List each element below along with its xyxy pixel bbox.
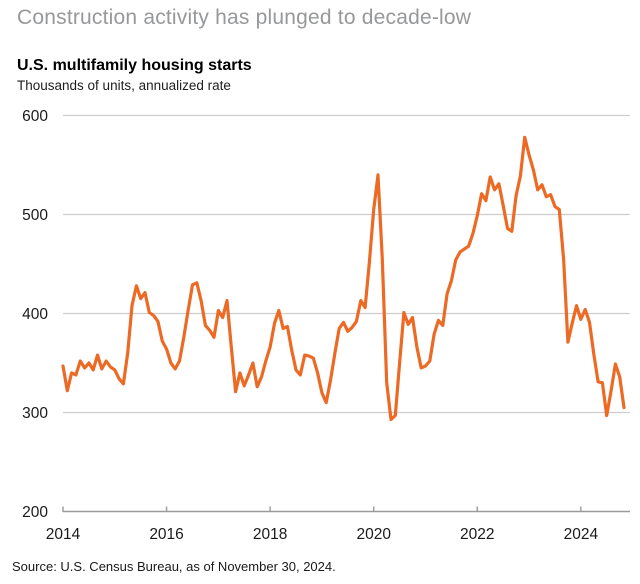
x-tick-label: 2018 [253, 526, 287, 543]
x-tick-label: 2014 [46, 526, 81, 543]
y-tick-label: 600 [22, 108, 48, 125]
x-tick-label: 2022 [460, 526, 494, 543]
x-tick-label: 2020 [356, 526, 391, 543]
x-tick-label: 2016 [149, 526, 183, 543]
data-line-series [61, 135, 626, 421]
y-tick-label: 200 [22, 504, 48, 521]
page-title: Construction activity has plunged to dec… [17, 6, 472, 29]
y-tick-label: 400 [22, 306, 48, 323]
chart-subtitle: Thousands of units, annualized rate [17, 78, 231, 93]
chart-title: U.S. multifamily housing starts [17, 57, 252, 74]
x-tick-label: 2024 [564, 526, 599, 543]
y-tick-label: 500 [22, 207, 48, 224]
source-note: Source: U.S. Census Bureau, as of Novemb… [12, 559, 336, 574]
y-tick-label: 300 [22, 405, 48, 422]
